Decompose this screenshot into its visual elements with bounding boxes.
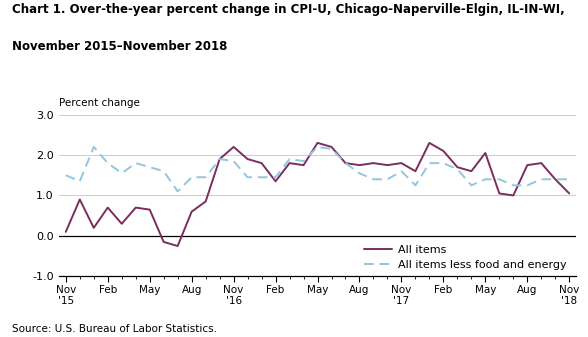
All items xyxy=(398,161,405,165)
All items less food and energy xyxy=(244,175,251,179)
All items less food and energy xyxy=(370,177,377,181)
All items less food and energy xyxy=(454,167,461,171)
All items less food and energy xyxy=(384,177,391,181)
All items less food and energy xyxy=(104,161,111,165)
All items less food and energy xyxy=(118,171,125,175)
All items xyxy=(426,141,433,145)
All items xyxy=(468,169,475,173)
All items xyxy=(230,145,237,149)
All items xyxy=(104,206,111,210)
All items less food and energy xyxy=(342,161,349,165)
Line: All items: All items xyxy=(66,143,569,246)
All items xyxy=(342,161,349,165)
All items xyxy=(174,244,181,248)
All items less food and energy xyxy=(328,147,335,151)
All items xyxy=(510,193,517,197)
All items less food and energy xyxy=(188,175,195,179)
Text: Percent change: Percent change xyxy=(59,98,140,108)
All items less food and energy xyxy=(510,183,517,187)
All items xyxy=(300,163,307,167)
All items less food and energy xyxy=(90,145,97,149)
All items xyxy=(244,157,251,161)
All items xyxy=(258,161,265,165)
Line: All items less food and energy: All items less food and energy xyxy=(66,147,569,191)
All items less food and energy xyxy=(76,179,83,183)
All items less food and energy xyxy=(496,177,503,181)
All items xyxy=(202,200,209,204)
All items less food and energy xyxy=(286,157,293,161)
All items less food and energy xyxy=(426,161,433,165)
All items less food and energy xyxy=(482,177,489,181)
All items xyxy=(538,161,545,165)
All items xyxy=(412,169,419,173)
All items xyxy=(132,206,139,210)
All items less food and energy xyxy=(62,173,69,177)
All items less food and energy xyxy=(202,175,209,179)
Text: Source: U.S. Bureau of Labor Statistics.: Source: U.S. Bureau of Labor Statistics. xyxy=(12,324,217,334)
All items xyxy=(160,240,167,244)
All items less food and energy xyxy=(258,175,265,179)
All items less food and energy xyxy=(132,161,139,165)
All items less food and energy xyxy=(272,175,279,179)
All items less food and energy xyxy=(300,159,307,163)
All items xyxy=(454,165,461,169)
All items xyxy=(286,161,293,165)
All items xyxy=(76,197,83,202)
All items xyxy=(216,157,223,161)
All items less food and energy xyxy=(160,169,167,173)
All items xyxy=(328,145,335,149)
All items less food and energy xyxy=(230,159,237,163)
All items xyxy=(356,163,363,167)
All items xyxy=(370,161,377,165)
All items less food and energy xyxy=(216,157,223,161)
All items less food and energy xyxy=(412,183,419,187)
All items xyxy=(552,177,559,181)
All items less food and energy xyxy=(552,177,559,181)
All items less food and energy xyxy=(538,177,545,181)
All items xyxy=(90,226,97,230)
All items xyxy=(188,210,195,214)
All items xyxy=(314,141,321,145)
All items xyxy=(482,151,489,155)
Text: Chart 1. Over-the-year percent change in CPI-U, Chicago-Naperville-Elgin, IL-IN-: Chart 1. Over-the-year percent change in… xyxy=(12,3,564,17)
All items xyxy=(146,208,153,212)
All items xyxy=(272,179,279,183)
All items less food and energy xyxy=(524,183,531,187)
All items xyxy=(118,222,125,226)
All items less food and energy xyxy=(566,177,573,181)
All items xyxy=(566,191,573,195)
All items less food and energy xyxy=(146,165,153,169)
All items xyxy=(384,163,391,167)
All items less food and energy xyxy=(174,189,181,193)
All items xyxy=(440,149,447,153)
Legend: All items, All items less food and energy: All items, All items less food and energ… xyxy=(360,241,571,274)
All items less food and energy xyxy=(468,183,475,187)
All items xyxy=(62,230,69,234)
All items less food and energy xyxy=(314,145,321,149)
All items less food and energy xyxy=(398,169,405,173)
All items xyxy=(524,163,531,167)
Text: November 2015–November 2018: November 2015–November 2018 xyxy=(12,40,227,54)
All items xyxy=(496,191,503,195)
All items less food and energy xyxy=(440,161,447,165)
All items less food and energy xyxy=(356,171,363,175)
